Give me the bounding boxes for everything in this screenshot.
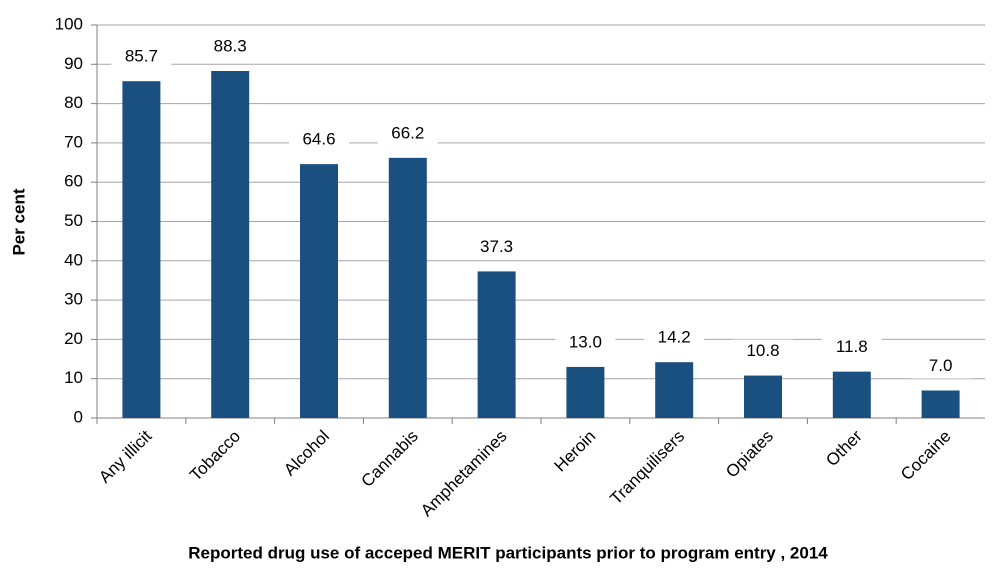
y-tick-label: 50 — [64, 211, 83, 230]
value-label: 37.3 — [480, 237, 513, 256]
value-label: 14.2 — [658, 328, 691, 347]
value-label: 64.6 — [302, 130, 335, 149]
bar — [566, 366, 605, 418]
chart-title: Reported drug use of acceped MERIT parti… — [188, 543, 828, 562]
y-tick-label: 70 — [64, 132, 83, 151]
y-tick-label: 60 — [64, 172, 83, 191]
value-label: 11.8 — [836, 337, 868, 356]
y-tick-label: 20 — [64, 329, 83, 348]
x-tick-label: Any illicit — [95, 426, 155, 486]
y-tick-label: 90 — [64, 54, 83, 73]
bar — [388, 157, 427, 419]
y-tick-label: 100 — [55, 14, 83, 33]
x-tick-label: Cannabis — [358, 427, 422, 491]
value-label: 10.8 — [746, 341, 779, 360]
bar — [832, 371, 871, 418]
y-axis-label: Per cent — [9, 188, 28, 255]
x-tick-label: Tranquilisers — [606, 427, 688, 509]
value-label: 85.7 — [125, 47, 158, 66]
x-tick-label: Amphetamines — [417, 427, 511, 521]
bar — [477, 271, 516, 418]
value-label-bg — [910, 354, 971, 379]
y-tick-label: 40 — [64, 250, 83, 269]
value-label: 88.3 — [214, 36, 247, 55]
x-tick-label: Other — [822, 426, 866, 470]
value-label-bg — [377, 121, 438, 146]
bar — [300, 164, 338, 418]
bar — [921, 390, 960, 418]
value-label-bg — [466, 235, 527, 260]
value-label-bg — [821, 335, 882, 360]
bar — [655, 362, 694, 418]
y-tick-label: 10 — [64, 368, 83, 387]
value-label-bg — [644, 326, 705, 351]
value-label-bg — [289, 128, 349, 153]
bar — [122, 81, 161, 418]
x-tick-label: Heroin — [551, 427, 600, 476]
value-label: 66.2 — [391, 123, 424, 142]
x-tick-label: Tobacco — [186, 427, 244, 485]
value-label-bg — [111, 45, 172, 70]
y-tick-label: 0 — [74, 407, 83, 426]
x-tick-label: Alcohol — [280, 427, 333, 480]
value-label-bg — [555, 330, 616, 355]
x-tick-label: Opiates — [722, 427, 777, 482]
y-tick-label: 80 — [64, 93, 83, 112]
y-tick-label: 30 — [64, 290, 83, 309]
bar — [211, 70, 250, 418]
value-label: 13.0 — [569, 332, 602, 351]
value-label-bg — [733, 339, 793, 364]
x-tick-label: Cocaine — [897, 427, 955, 485]
value-label: 7.0 — [929, 356, 953, 375]
value-label-bg — [200, 34, 261, 59]
bar — [744, 375, 782, 418]
